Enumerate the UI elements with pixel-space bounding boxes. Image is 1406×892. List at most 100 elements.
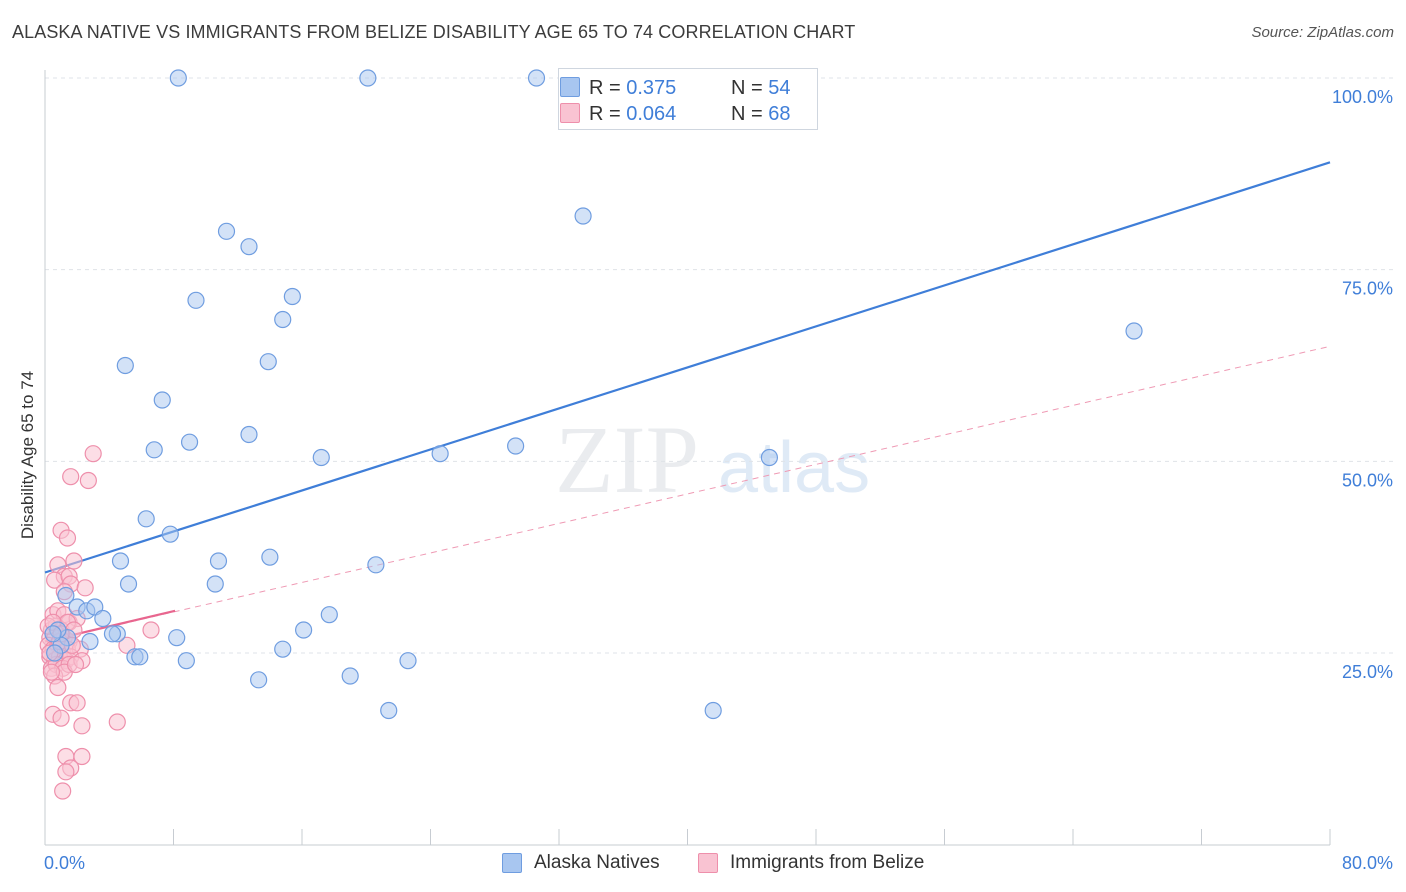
belize-point (54, 782, 72, 800)
belize-point (73, 717, 91, 735)
legend-n-belize: N = 68 (731, 103, 791, 126)
alaska-point (81, 632, 99, 651)
belize-point (57, 763, 75, 781)
alaska-point (250, 671, 268, 689)
r-label: R = (589, 103, 627, 125)
source-credit: Source: ZipAtlas.com (1251, 24, 1394, 41)
alaska-point (283, 287, 301, 306)
grid-lines (45, 77, 1393, 654)
alaska-point (131, 648, 149, 666)
tick-labels: 25.0% 50.0% 75.0% 100.0% 0.0% 80.0% (44, 87, 1393, 873)
alaska-point (187, 291, 205, 309)
belize-point (79, 471, 97, 490)
y-tick-label: 25.0% (1342, 662, 1393, 682)
belize-point (108, 713, 126, 731)
belize-point (68, 694, 86, 712)
watermark-atlas: atlas (718, 428, 870, 508)
legend-n-alaska: N = 54 (731, 77, 791, 100)
alaska-points (44, 69, 1143, 720)
belize-point (66, 655, 85, 674)
n-value: 54 (768, 77, 791, 99)
alaska-point (103, 625, 122, 643)
belize-point (73, 747, 91, 766)
alaska-point (704, 701, 722, 720)
alaska-point (760, 448, 779, 467)
alaska-point (240, 238, 258, 256)
alaska-point (295, 621, 313, 639)
alaska-point (217, 222, 236, 240)
alaska-point (574, 207, 592, 225)
alaska-point (274, 310, 292, 329)
alaska-point (240, 425, 258, 444)
alaska-point (312, 448, 330, 467)
alaska-point (180, 433, 199, 451)
alaska-point (57, 586, 75, 605)
alaska-point (116, 356, 134, 375)
y-axis-label: Disability Age 65 to 74 (18, 371, 37, 539)
legend-label-alaska: Alaska Natives (534, 852, 660, 873)
belize-point (49, 678, 67, 697)
alaska-point (153, 391, 171, 409)
watermark: ZIP atlas (555, 406, 870, 513)
n-value: 68 (768, 103, 791, 125)
x-tick-label-max: 80.0% (1342, 853, 1393, 873)
alaska-point (111, 552, 130, 570)
alaska-point (177, 652, 195, 670)
belize-point (42, 663, 61, 681)
legend-label-belize: Immigrants from Belize (730, 852, 925, 873)
legend-swatch-alaska (502, 853, 522, 873)
n-label: N = (731, 103, 769, 125)
alaska-point (527, 69, 546, 87)
y-tick-label: 75.0% (1342, 279, 1393, 299)
legend-r-belize: R = 0.064 (589, 103, 676, 126)
alaska-point (380, 701, 398, 720)
legend-swatch-belize (560, 103, 580, 123)
alaska-point (399, 652, 417, 670)
belize-point (84, 445, 102, 463)
alaska-point (431, 445, 449, 463)
alaska-point (367, 556, 385, 574)
r-label: R = (589, 77, 627, 99)
belize-point (58, 529, 77, 547)
alaska-point (1125, 322, 1143, 340)
alaska-point (137, 510, 155, 528)
alaska-trend-line (44, 161, 1331, 574)
legend-swatch-belize (698, 853, 718, 873)
alaska-point (44, 625, 62, 643)
belize-point (52, 709, 70, 727)
alaska-point (161, 525, 179, 543)
alaska-point (169, 69, 187, 87)
belize-point (65, 552, 83, 570)
belize-point (142, 621, 160, 639)
belize-point (62, 468, 80, 486)
alaska-point (341, 667, 359, 685)
series-legend: Alaska Natives Immigrants from Belize (0, 852, 1406, 878)
alaska-point (145, 441, 163, 459)
n-label: N = (731, 77, 769, 99)
alaska-point (259, 353, 277, 371)
legend-r-alaska: R = 0.375 (589, 77, 676, 100)
alaska-point (46, 644, 64, 662)
belize-point (76, 579, 94, 597)
chart-title: ALASKA NATIVE VS IMMIGRANTS FROM BELIZE … (12, 22, 856, 42)
alaska-point (261, 548, 279, 566)
alaska-point (168, 629, 186, 647)
y-tick-label: 100.0% (1332, 87, 1393, 107)
y-tick-label: 50.0% (1342, 470, 1393, 490)
alaska-point (206, 575, 224, 593)
legend-swatch-alaska (560, 77, 580, 97)
alaska-point (209, 552, 228, 570)
watermark-zip: ZIP (555, 406, 699, 513)
r-value: 0.375 (626, 77, 677, 99)
trend-lines (44, 161, 1331, 643)
alaska-point (507, 437, 525, 455)
alaska-point (119, 575, 138, 593)
r-value: 0.064 (626, 103, 677, 125)
x-tick-label-min: 0.0% (44, 853, 85, 873)
alaska-point (359, 69, 377, 87)
alaska-point (274, 640, 292, 658)
alaska-point (94, 609, 112, 628)
alaska-point (320, 606, 338, 624)
correlation-legend: R = 0.375 N = 54 R = 0.064 N = 68 (558, 68, 818, 130)
